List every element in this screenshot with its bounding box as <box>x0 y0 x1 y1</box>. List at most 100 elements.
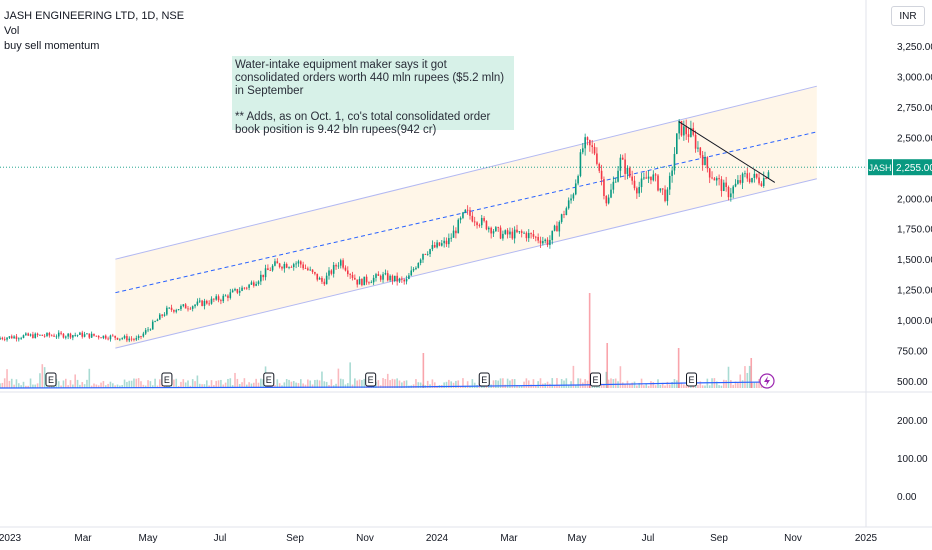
candle-body <box>157 320 159 321</box>
volume-bar <box>192 379 194 388</box>
candle-body <box>462 212 464 217</box>
candle-body <box>514 230 516 239</box>
candle-body <box>147 330 149 331</box>
candle-body <box>533 234 535 237</box>
candle <box>11 335 13 339</box>
y-tick-label: 1,500.00 <box>897 255 932 266</box>
candle-body <box>742 174 744 183</box>
candle-body <box>406 279 408 281</box>
candle-body <box>136 338 138 340</box>
candle-body <box>516 230 518 233</box>
candle <box>37 333 39 338</box>
earnings-marker[interactable]: E <box>590 373 600 386</box>
volume-bar <box>277 379 279 388</box>
candle <box>105 334 107 339</box>
price-tag-value: 2,255.00 <box>896 163 932 174</box>
y-tick-label: 200.00 <box>897 416 928 427</box>
candle-body <box>671 170 673 175</box>
candle-body <box>77 335 79 336</box>
volume-bar <box>493 380 495 388</box>
candle <box>4 337 6 342</box>
currency-button[interactable]: INR <box>891 6 925 26</box>
candle-body <box>547 240 549 245</box>
candle-body <box>180 306 182 309</box>
candle-body <box>481 218 483 225</box>
candle-body <box>627 168 629 174</box>
candle-body <box>413 269 415 270</box>
y-tick-label: 1,750.00 <box>897 225 932 236</box>
annotation-line-1: Water-intake equipment maker says it got… <box>235 59 512 98</box>
volume-bar <box>70 380 72 388</box>
candle-body <box>58 333 60 337</box>
candle <box>77 335 79 338</box>
candle-body <box>262 275 264 277</box>
candle-body <box>305 268 307 269</box>
news-annotation[interactable]: Water-intake equipment maker says it got… <box>232 56 514 130</box>
volume-bar <box>65 379 67 388</box>
earnings-marker[interactable]: E <box>479 373 489 386</box>
earnings-marker[interactable]: E <box>687 373 697 386</box>
volume-legend[interactable]: Vol <box>4 24 184 39</box>
volume-bar <box>0 383 1 388</box>
volume-bar <box>528 380 530 388</box>
candle-body <box>314 272 316 274</box>
volume-bar <box>704 386 706 388</box>
candle-body <box>535 237 537 238</box>
earnings-marker[interactable]: E <box>264 373 274 386</box>
volume-bar <box>683 384 685 388</box>
candle-body <box>114 336 116 338</box>
candle-body <box>582 148 584 152</box>
candle <box>20 337 22 340</box>
volume-bar <box>74 374 76 388</box>
earnings-marker-label: E <box>592 375 598 385</box>
earnings-marker[interactable]: E <box>366 373 376 386</box>
candle-body <box>356 280 358 285</box>
volume-bar <box>540 378 542 388</box>
candle-body <box>192 306 194 309</box>
candle <box>42 335 44 336</box>
candle <box>34 332 36 338</box>
volume-bar <box>211 380 213 388</box>
volume-spike <box>423 353 425 388</box>
candle-body <box>540 241 542 244</box>
volume-bar <box>150 381 152 388</box>
candle <box>418 262 420 268</box>
volume-bar <box>580 379 582 388</box>
volume-bar <box>737 383 739 388</box>
last-price-tag: JASH 2,255.00 <box>868 159 932 175</box>
candle-body <box>42 335 44 336</box>
candle-body <box>159 315 161 320</box>
candle-body <box>624 160 626 174</box>
candle-body <box>206 301 208 304</box>
candle <box>363 277 365 286</box>
candle <box>18 337 20 341</box>
x-tick-label: Mar <box>500 533 518 544</box>
candle-body <box>164 314 166 315</box>
candle-body <box>617 171 619 182</box>
indicator-legend[interactable]: buy sell momentum <box>4 39 184 54</box>
candle-body <box>493 231 495 233</box>
volume-bar <box>495 380 497 388</box>
candle-body <box>472 216 474 222</box>
candle-body <box>526 233 528 238</box>
volume-bar <box>551 378 553 388</box>
volume-bar <box>709 385 711 388</box>
candle-body <box>399 279 401 282</box>
volume-bar <box>676 380 678 388</box>
volume-spike <box>750 358 752 388</box>
candle <box>100 337 102 338</box>
candle <box>657 174 659 191</box>
volume-bar <box>584 379 586 388</box>
symbol-title[interactable]: JASH ENGINEERING LTD, 1D, NSE <box>4 9 184 24</box>
volume-bar <box>561 379 563 388</box>
candle-body <box>504 230 506 234</box>
volume-bar <box>660 385 662 388</box>
volume-bar <box>653 382 655 388</box>
candle-body <box>709 168 711 177</box>
earnings-marker[interactable]: E <box>46 373 56 386</box>
candle-body <box>302 264 304 268</box>
candle-body <box>213 299 215 300</box>
earnings-marker[interactable]: E <box>162 373 172 386</box>
candle <box>486 220 488 230</box>
candle-body <box>382 274 384 279</box>
